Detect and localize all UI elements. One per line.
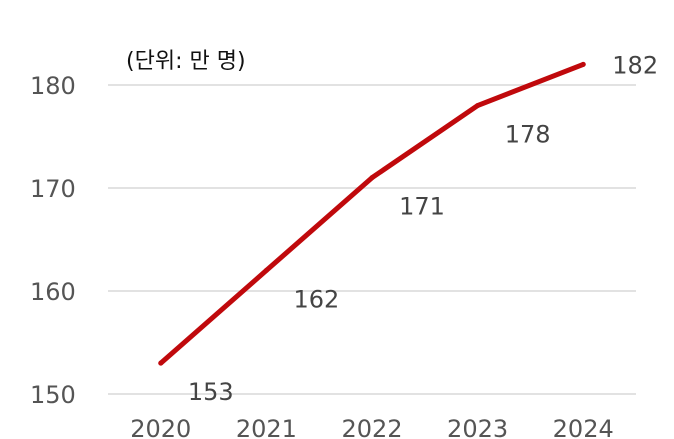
data-label-2022: 171 (399, 193, 445, 221)
data-point-2020 (158, 360, 164, 366)
x-tick-label-2020: 2020 (130, 415, 191, 439)
data-label-2020: 153 (188, 378, 234, 406)
data-point-2023 (475, 103, 481, 109)
y-tick-label-160: 160 (30, 278, 76, 306)
x-tick-label-2023: 2023 (447, 415, 508, 439)
x-tick-label-2024: 2024 (553, 415, 614, 439)
x-tick-label-2022: 2022 (341, 415, 402, 439)
y-tick-label-150: 150 (30, 381, 76, 409)
y-tick-label-170: 170 (30, 175, 76, 203)
x-tick-label-2021: 2021 (236, 415, 297, 439)
data-point-2024 (580, 61, 586, 67)
data-label-2021: 162 (293, 285, 339, 313)
y-axis-ticks: 150 160 170 180 (30, 72, 76, 409)
series-line-0 (158, 61, 586, 366)
gridlines (108, 84, 636, 395)
x-axis-ticks: 2020 2021 2022 2023 2024 (130, 415, 613, 439)
data-labels: 153 162 171 178 182 (188, 51, 658, 406)
unit-label: (단위: 만 명) (126, 49, 246, 74)
data-point-2022 (369, 175, 375, 181)
data-point-2021 (263, 267, 269, 273)
data-label-2023: 178 (505, 121, 551, 149)
series-lines (158, 61, 586, 366)
y-tick-label-180: 180 (30, 72, 76, 100)
data-label-2024: 182 (612, 51, 658, 79)
